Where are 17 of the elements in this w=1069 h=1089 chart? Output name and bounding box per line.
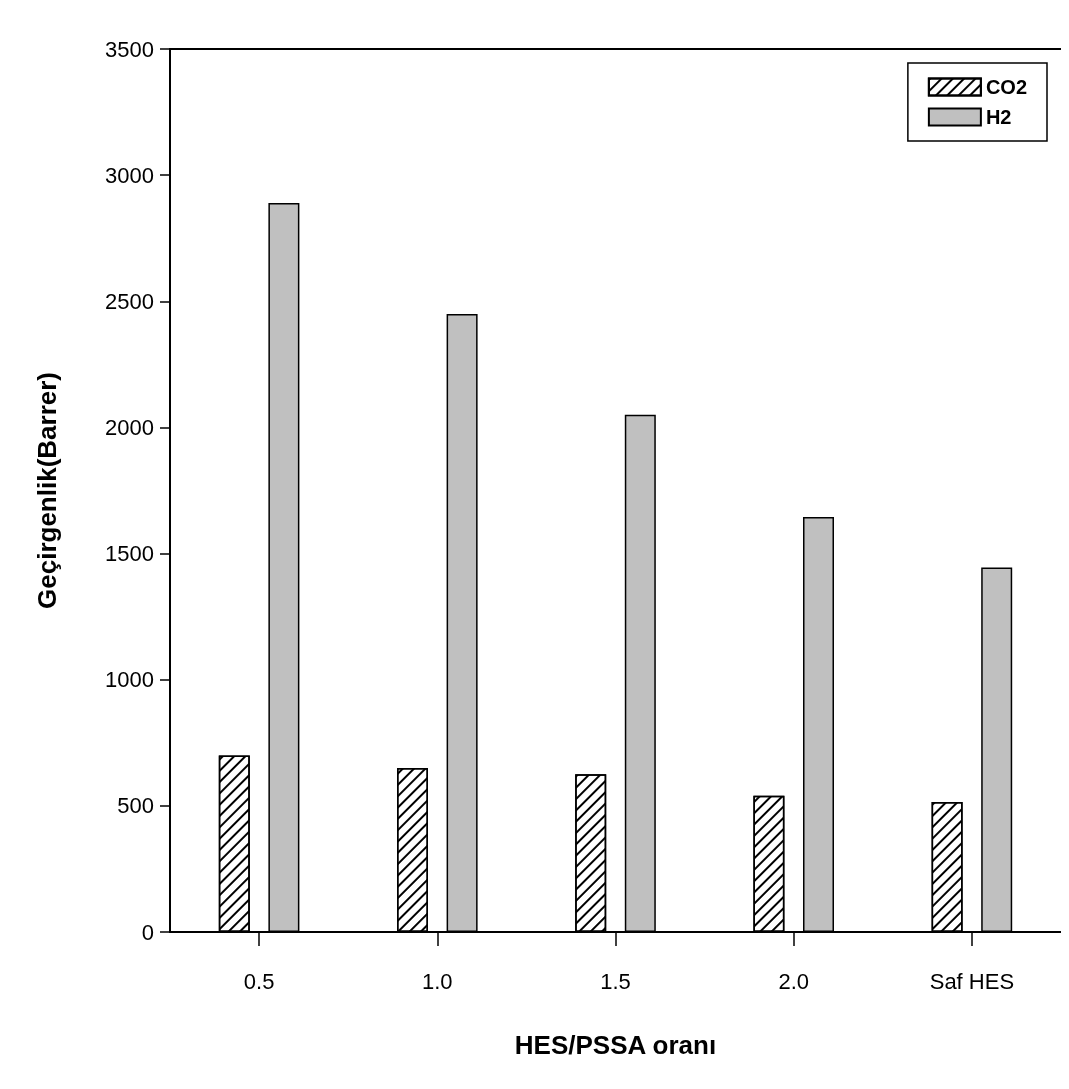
x-tick-label: 1.0 (422, 968, 453, 994)
y-tick-label: 2500 (105, 288, 154, 314)
y-tick-label: 3000 (105, 162, 154, 188)
y-axis-title: Geçirgenlik(Barrer) (32, 372, 62, 609)
x-tick-label: 0.5 (243, 968, 275, 994)
x-axis-title: HES/PSSA oranı (514, 1030, 717, 1060)
x-tick-label: Saf HES (929, 968, 1015, 994)
y-tick-label: 1000 (105, 667, 154, 693)
y-tick-label: 2000 (105, 414, 154, 440)
x-tick-label: 2.0 (778, 968, 809, 994)
y-tick-label: 0 (141, 919, 154, 945)
y-tick-label: 1500 (105, 541, 154, 567)
y-tick-label: 3500 (105, 36, 154, 62)
legend-label: H2 (985, 106, 1012, 128)
y-tick-label: 500 (117, 793, 154, 819)
x-tick-label: 1.5 (600, 968, 631, 994)
legend-label: CO2 (985, 76, 1027, 98)
